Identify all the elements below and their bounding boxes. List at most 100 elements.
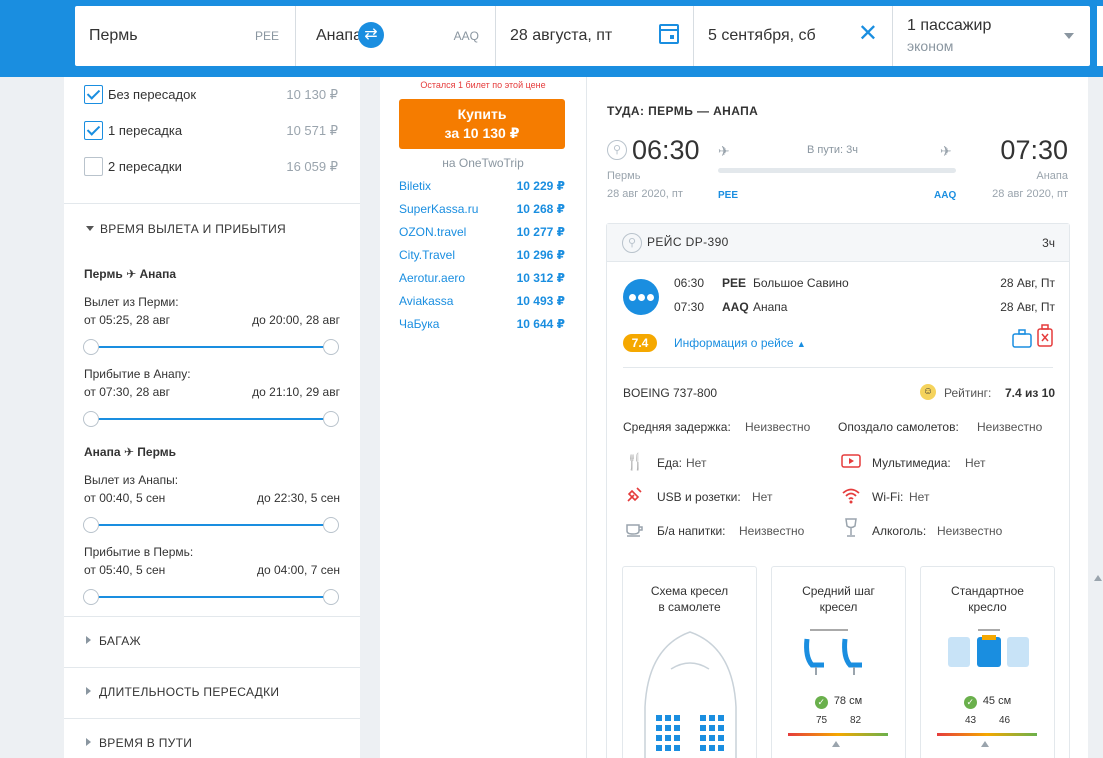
drinks-icon (626, 524, 643, 537)
outbound-dep-slider[interactable] (83, 339, 339, 355)
agency-link[interactable]: Biletix (399, 179, 432, 193)
outbound-arr-slider[interactable] (83, 411, 339, 427)
agency-link[interactable]: Aerotur.aero (399, 271, 466, 285)
slider-max-handle[interactable] (323, 411, 339, 427)
agency-link[interactable]: City.Travel (399, 248, 456, 262)
no-baggage-icon (1037, 324, 1053, 347)
search-button-edge[interactable] (1097, 6, 1103, 66)
usb-label: USB и розетки: (657, 490, 741, 504)
outbound-arr-label: Прибытие в Анапу: (84, 367, 191, 381)
seat-map-card[interactable]: Схема кресел в самолете (622, 566, 757, 758)
inbound-dep-slider[interactable] (83, 517, 339, 533)
scroll-up-arrow[interactable] (1094, 575, 1102, 581)
drinks-label: Б/а напитки: (657, 524, 726, 538)
divider (64, 203, 360, 204)
flight-duration: 3ч (1042, 236, 1055, 250)
rating-badge: 7.4 (623, 334, 657, 352)
divider (64, 616, 360, 617)
filters-sidebar: Без пересадок 10 130 ₽ 1 пересадка 10 57… (64, 77, 360, 758)
agency-link[interactable]: Aviakassa (399, 294, 454, 308)
agency-price[interactable]: 10 644 ₽ (516, 317, 565, 331)
usb-icon (627, 487, 642, 502)
segment-arr-code: AAQ (722, 300, 749, 314)
seat-pitch-title: Средний шаг кресел (802, 584, 875, 614)
delay-label: Средняя задержка: (623, 420, 731, 434)
agency-price[interactable]: 10 277 ₽ (516, 225, 565, 239)
agency-price[interactable]: 10 229 ₽ (516, 179, 565, 193)
alcohol-value: Неизвестно (937, 524, 1003, 538)
seat-width-card[interactable]: Стандартное кресло ✓ 45 см 43 46 (920, 566, 1055, 758)
cabin-class: эконом (907, 38, 954, 54)
agency-link[interactable]: OZON.travel (399, 225, 467, 239)
slider-min-handle[interactable] (83, 411, 99, 427)
divider (64, 718, 360, 719)
seat-width-icon (948, 629, 1029, 667)
flight-info-link[interactable]: Информация о рейсе ▲ (674, 336, 806, 350)
transfer-section-header[interactable]: ДЛИТЕЛЬНОСТЬ ПЕРЕСАДКИ (86, 685, 279, 699)
agency-price[interactable]: 10 268 ₽ (516, 202, 565, 216)
inbound-arr-from: от 05:40, 5 сен (84, 563, 166, 577)
buy-button[interactable]: Купить за 10 130 ₽ (399, 99, 565, 149)
time-section-header[interactable]: ВРЕМЯ ВЫЛЕТА И ПРИБЫТИЯ (86, 222, 286, 236)
seat-indicator (981, 741, 989, 747)
pin-icon[interactable]: ⚲ (607, 140, 627, 160)
delay-value: Неизвестно (745, 420, 811, 434)
slider-min-handle[interactable] (83, 589, 99, 605)
outbound-dep-to: до 20:00, 28 авг (252, 313, 340, 327)
slider-max-handle[interactable] (323, 517, 339, 533)
inbound-arr-slider[interactable] (83, 589, 339, 605)
slider-max-handle[interactable] (323, 589, 339, 605)
search-form: Пермь PEE Анапа AAQ 28 августа, пт 5 сен… (75, 6, 1090, 66)
stops-1-label: 1 пересадка (108, 123, 183, 138)
depart-date-field[interactable]: 28 августа, пт (496, 6, 694, 66)
slider-max-handle[interactable] (323, 339, 339, 355)
depart-date: 28 августа, пт (510, 27, 613, 44)
close-icon[interactable]: ✕ (857, 20, 878, 47)
arrival-city: Анапа (1036, 170, 1068, 182)
stops-2-checkbox[interactable] (84, 157, 103, 176)
alcohol-icon (845, 518, 857, 537)
wifi-icon (842, 488, 860, 504)
caret-right-icon (86, 636, 91, 644)
destination-city: Анапа (316, 27, 362, 44)
return-date-field[interactable]: 5 сентября, сб ✕ (694, 6, 893, 66)
media-label: Мультимедиа: (872, 456, 951, 470)
stops-1-checkbox[interactable] (84, 121, 103, 140)
check-icon: ✓ (963, 696, 977, 709)
seat-scale (937, 733, 1037, 736)
pin-icon[interactable]: ⚲ (622, 233, 642, 253)
travel-time-section-header[interactable]: ВРЕМЯ В ПУТИ (86, 736, 192, 750)
alcohol-label: Алкоголь: (872, 524, 927, 538)
caret-up-icon: ▲ (796, 339, 806, 349)
segment-dep-date: 28 Авг, Пт (1000, 276, 1055, 290)
origin-field[interactable]: Пермь PEE (75, 6, 296, 66)
agency-link[interactable]: SuperKassa.ru (399, 202, 479, 216)
agency-link[interactable]: ЧаБука (399, 317, 440, 331)
stops-2-price: 16 059 ₽ (286, 159, 338, 174)
destination-code: AAQ (453, 29, 479, 43)
agency-price[interactable]: 10 312 ₽ (516, 271, 565, 285)
seat-pitch-value: ✓ 78 см (772, 695, 905, 709)
destination-field[interactable]: Анапа AAQ (296, 6, 496, 66)
calendar-icon[interactable] (659, 24, 679, 44)
divider (623, 367, 1053, 368)
seat-pitch-card[interactable]: Средний шаг кресел ✓ 78 см 75 82 (771, 566, 906, 758)
agency-price[interactable]: 10 493 ₽ (516, 294, 565, 308)
departure-date: 28 авг 2020, пт (607, 188, 683, 200)
media-value: Нет (965, 456, 986, 470)
passengers-field[interactable]: 1 пассажир эконом (893, 6, 1090, 66)
baggage-section-header[interactable]: БАГАЖ (86, 634, 141, 648)
stops-2-label: 2 пересадки (108, 159, 182, 174)
swap-icon[interactable]: ⇄ (358, 22, 384, 48)
slider-min-handle[interactable] (83, 339, 99, 355)
rating-value: 7.4 из 10 (1004, 386, 1055, 400)
stops-0-checkbox[interactable] (84, 85, 103, 104)
airline-logo (623, 279, 659, 315)
segment-dep-code: PEE (722, 276, 747, 290)
travel-duration: В пути: 3ч (807, 144, 858, 156)
slider-min-handle[interactable] (83, 517, 99, 533)
offer-provider: на OneTwoTrip (442, 156, 524, 170)
outbound-route: Пермь ✈ Анапа (84, 267, 176, 281)
agency-price[interactable]: 10 296 ₽ (516, 248, 565, 262)
takeoff-icon: ✈ (718, 143, 730, 159)
